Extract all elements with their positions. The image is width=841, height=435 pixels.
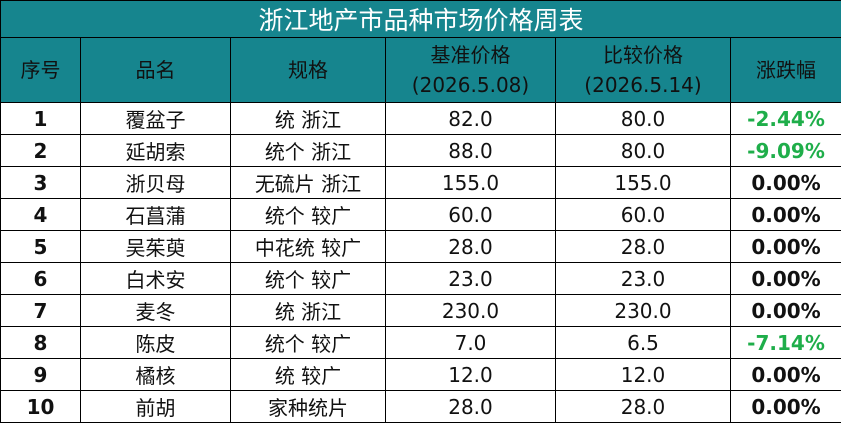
table-cell: 统个 较广: [230, 198, 386, 231]
table-cell: 28.0: [385, 390, 556, 423]
table-cell: 前胡: [80, 390, 231, 423]
table-cell: 浙贝母: [80, 166, 231, 199]
header-line: 规格: [288, 58, 328, 82]
table-cell: -9.09%: [729, 134, 841, 167]
table-cell: 2: [0, 134, 81, 167]
table-cell: 9: [0, 358, 81, 391]
table-cell: 28.0: [555, 230, 731, 263]
table-row: 7 麦冬统 浙江 230.0 230.0 0.00%: [0, 294, 841, 327]
table-cell: 4: [0, 198, 81, 231]
table-cell: 6.5: [555, 326, 731, 359]
table-row: 1 覆盆子统 浙江 82.0 80.0 -2.44%: [0, 102, 841, 135]
table-cell: 覆盆子: [80, 102, 231, 135]
table-cell: 麦冬: [80, 294, 231, 327]
table-cell: -7.14%: [729, 326, 841, 359]
column-header: 比较价格 (2026.5.14): [555, 37, 731, 103]
table-cell: 统个 较广: [230, 326, 386, 359]
header-line: 涨跌幅: [756, 58, 817, 82]
table-cell: 统个 较广: [230, 262, 386, 295]
column-header: 品名: [80, 37, 231, 103]
table-cell: 6: [0, 262, 81, 295]
table-row: 6 白术安 统个 较广 23.0 23.0 0.00%: [0, 262, 841, 295]
table-cell: 1: [0, 102, 81, 135]
table-row: 3 浙贝母 无硫片 浙江 155.0 155.0 0.00%: [0, 166, 841, 199]
header-line: 比较价格: [603, 43, 683, 67]
table-title: 浙江地产市品种市场价格周表: [0, 0, 841, 38]
header-line: (2026.5.14): [584, 73, 702, 97]
table-cell: 统 浙江: [230, 294, 386, 327]
table-cell: 230.0: [385, 294, 556, 327]
table-row: 8 陈皮 统个 较广 7.0 6.5 -7.14%: [0, 326, 841, 359]
table-cell: 28.0: [385, 230, 556, 263]
table-cell: 延胡索: [80, 134, 231, 167]
header-line: 品名: [135, 58, 176, 82]
table-cell: 23.0: [555, 262, 731, 295]
column-header: 序号: [0, 37, 81, 103]
table-cell: -2.44%: [729, 102, 841, 135]
table-cell: 12.0: [385, 358, 556, 391]
table-cell: 0.00%: [729, 358, 841, 391]
table-row: 10 前胡 家种统片 28.0 28.0 0.00%: [0, 390, 841, 423]
table-cell: 家种统片: [230, 390, 386, 423]
table-cell: 10: [0, 390, 81, 423]
table-cell: 28.0: [555, 390, 731, 423]
table-cell: 统 浙江: [230, 102, 386, 135]
table-cell: 统个 浙江: [230, 134, 386, 167]
table-row: 5 吴茱萸 中花统 较广 28.0 28.0 0.00%: [0, 230, 841, 263]
price-table: 浙江地产市品种市场价格周表 序号 品名 规格 基准价格 (2026.5.08) 比较价格 (…: [0, 0, 841, 423]
table-row: 2 延胡索 统个 浙江 88.0 80.0 -9.09%: [0, 134, 841, 167]
table-cell: 统 较广: [230, 358, 386, 391]
table-cell: 230.0: [555, 294, 731, 327]
header-line: 序号: [20, 58, 61, 82]
column-header: 基准价格 (2026.5.08): [385, 37, 556, 103]
table-cell: 陈皮: [80, 326, 231, 359]
table-cell: 橘核: [80, 358, 231, 391]
table-cell: 0.00%: [729, 390, 841, 423]
table-cell: 5: [0, 230, 81, 263]
header-line: (2026.5.08): [411, 73, 530, 97]
table-cell: 7.0: [385, 326, 556, 359]
table-cell: 无硫片 浙江: [230, 166, 386, 199]
table-cell: 0.00%: [729, 262, 841, 295]
table-cell: 88.0: [385, 134, 556, 167]
header-line: 基准价格: [430, 43, 511, 67]
table-cell: 吴茱萸: [80, 230, 231, 263]
table-cell: 12.0: [555, 358, 731, 391]
table-cell: 155.0: [385, 166, 556, 199]
table-cell: 3: [0, 166, 81, 199]
table-cell: 80.0: [555, 134, 731, 167]
table-cell: 0.00%: [729, 294, 841, 327]
table-cell: 0.00%: [729, 230, 841, 263]
table-cell: 82.0: [385, 102, 556, 135]
table-cell: 155.0: [555, 166, 731, 199]
column-header: 涨跌幅: [729, 37, 841, 103]
table-cell: 60.0: [555, 198, 731, 231]
table-row: 4 石菖蒲 统个 较广 60.0 60.0 0.00%: [0, 198, 841, 231]
table-cell: 7: [0, 294, 81, 327]
table-cell: 石菖蒲: [80, 198, 231, 231]
table-row: 9 橘核统 较广 12.0 12.0 0.00%: [0, 358, 841, 391]
table-cell: 80.0: [555, 102, 731, 135]
table-cell: 0.00%: [729, 198, 841, 231]
table-cell: 0.00%: [729, 166, 841, 199]
table-cell: 白术安: [80, 262, 231, 295]
table-cell: 8: [0, 326, 81, 359]
column-header: 规格: [230, 37, 386, 103]
table-cell: 中花统 较广: [230, 230, 386, 263]
table-cell: 60.0: [385, 198, 556, 231]
table-cell: 23.0: [385, 262, 556, 295]
